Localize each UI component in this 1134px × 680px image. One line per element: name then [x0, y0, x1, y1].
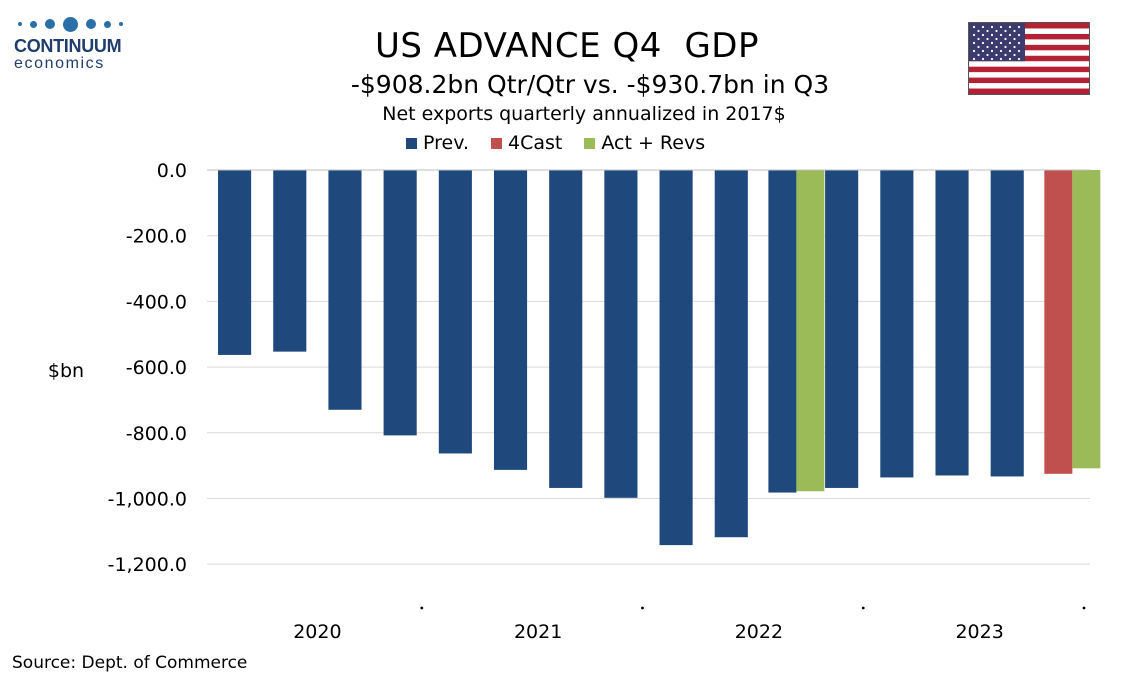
bar-prev: [825, 170, 859, 488]
bar-prev: [438, 170, 472, 454]
bar-prev: [493, 170, 528, 470]
y-tick-label: -400.0: [126, 291, 187, 313]
legend-item-prev: Prev.: [406, 132, 469, 154]
bar-prev: [549, 170, 583, 488]
bar-actual: [1072, 170, 1101, 469]
bar-actual: [796, 170, 825, 492]
chart-legend: Prev. 4Cast Act + Revs: [406, 132, 705, 154]
y-tick-label: 0.0: [157, 160, 187, 182]
chart-description: Net exports quarterly annualized in 2017…: [382, 103, 786, 125]
legend-label-actual: Act + Revs: [601, 132, 706, 154]
legend-swatch-actual: [584, 137, 596, 149]
source-note: Source: Dept. of Commerce: [12, 653, 248, 673]
bars: [218, 170, 1101, 546]
legend-item-actual: Act + Revs: [584, 132, 705, 154]
y-tick-label: -600.0: [126, 357, 187, 379]
bar-prev: [714, 170, 748, 538]
legend-swatch-forecast: [491, 137, 503, 149]
bar-prev: [659, 170, 693, 546]
chart-title: US ADVANCE Q4 GDP: [375, 26, 759, 66]
bar-prev: [218, 170, 252, 355]
continuum-logo: CONTINUUM economics: [14, 14, 134, 72]
y-tick-label: -1,000.0: [108, 488, 187, 510]
bar-prev: [768, 170, 797, 493]
legend-item-forecast: 4Cast: [491, 132, 562, 154]
y-tick-label: -1,200.0: [108, 554, 187, 576]
x-group-separator: [1082, 606, 1086, 610]
x-group-label: 2020: [293, 621, 341, 643]
bar-forecast: [1044, 170, 1073, 474]
legend-swatch-prev: [406, 137, 417, 149]
y-tick-label: -200.0: [126, 226, 187, 248]
x-group-separator: [861, 606, 865, 610]
bar-prev: [990, 170, 1024, 477]
logo-tagline: economics: [14, 55, 105, 72]
bar-prev: [880, 170, 914, 478]
bar-prev: [604, 170, 638, 498]
us-flag-icon: [968, 22, 1090, 95]
legend-label-forecast: 4Cast: [508, 132, 563, 154]
axes: 0.0 -200.0 -400.0 -600.0 -800.0 -1,000.0 -1,20…: [48, 160, 1090, 643]
legend-label-prev: Prev.: [423, 132, 470, 154]
x-group-separator: [641, 606, 644, 610]
logo-dots-icon: [18, 14, 134, 34]
bar-prev: [935, 170, 969, 476]
bar-prev: [273, 170, 307, 352]
bar-prev: [383, 170, 417, 436]
y-tick-label: -800.0: [126, 423, 187, 445]
x-group-label: 2022: [735, 621, 783, 643]
logo-name: CONTINUUM: [14, 36, 122, 56]
chart-subtitle: -$908.2bn Qtr/Qtr vs. -$930.7bn in Q3: [350, 70, 830, 99]
x-group-label: 2023: [955, 621, 1003, 643]
x-group-label: 2021: [514, 621, 562, 643]
y-axis-label: $bn: [48, 360, 84, 382]
x-group-separator: [420, 606, 424, 610]
bar-prev: [328, 170, 362, 410]
